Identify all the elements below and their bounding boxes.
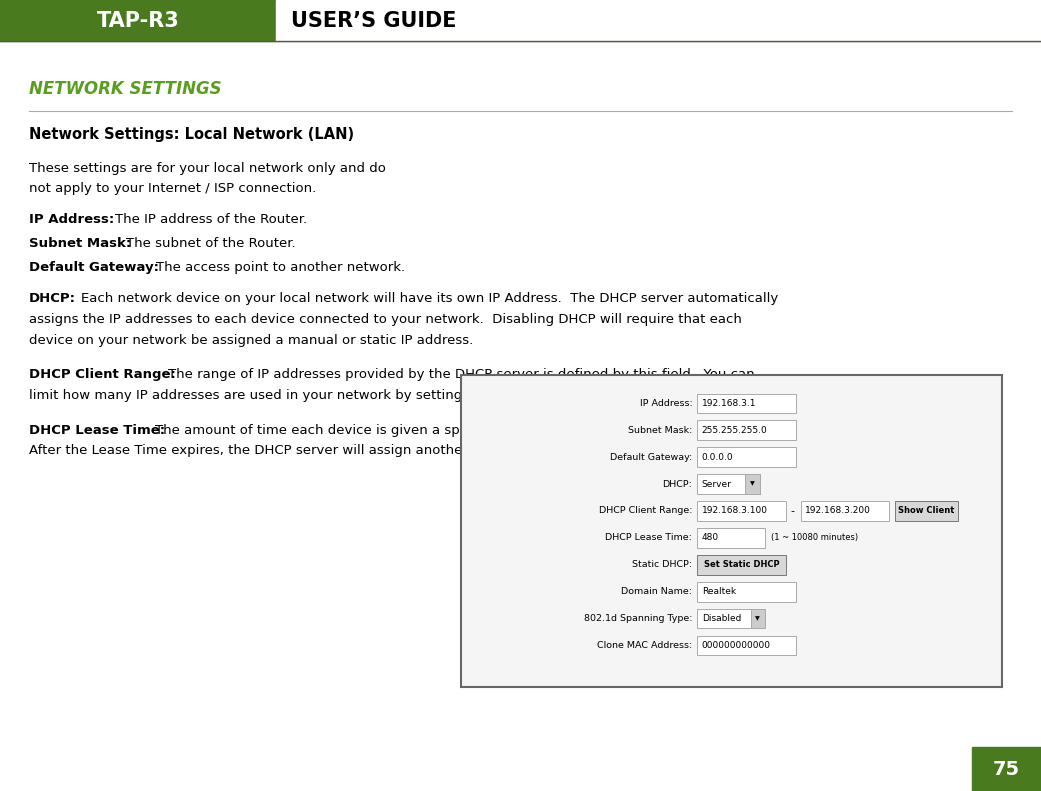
Text: 255.255.255.0: 255.255.255.0 [702, 426, 767, 435]
Text: After the Lease Time expires, the DHCP server will assign another IP address to : After the Lease Time expires, the DHCP s… [29, 445, 637, 457]
Text: The IP address of the Router.: The IP address of the Router. [115, 214, 307, 226]
Bar [697, 555, 786, 574]
Bar [697, 528, 765, 547]
Text: Subnet Mask:: Subnet Mask: [628, 426, 692, 435]
Text: Domain Name:: Domain Name: [621, 587, 692, 596]
Text: The amount of time each device is given a specific IP is decided by the DHCP lea: The amount of time each device is given … [155, 424, 750, 437]
Text: Network Settings: Local Network (LAN): Network Settings: Local Network (LAN) [29, 127, 354, 142]
Bar [697, 609, 765, 628]
Text: Each network device on your local network will have its own IP Address.  The DHC: Each network device on your local networ… [81, 293, 779, 305]
Text: These settings are for your local network only and do: These settings are for your local networ… [29, 162, 386, 175]
Bar [697, 501, 786, 521]
Text: 192.168.3.100: 192.168.3.100 [702, 506, 767, 516]
Text: Show Client: Show Client [898, 506, 955, 516]
Bar [0, 0, 1041, 41]
Text: ▼: ▼ [756, 616, 760, 621]
Text: DHCP Client Range:: DHCP Client Range: [29, 369, 176, 381]
Text: The access point to another network.: The access point to another network. [156, 261, 405, 274]
Text: ▼: ▼ [751, 482, 755, 486]
Text: Default Gateway:: Default Gateway: [29, 261, 159, 274]
Bar [697, 394, 796, 413]
Text: (1 ~ 10080 minutes): (1 ~ 10080 minutes) [771, 533, 859, 543]
Text: Clone MAC Address:: Clone MAC Address: [598, 641, 692, 650]
Bar [745, 474, 760, 494]
Text: device on your network be assigned a manual or static IP address.: device on your network be assigned a man… [29, 334, 474, 346]
Text: 192.168.3.1: 192.168.3.1 [702, 399, 756, 408]
Text: TAP-R3: TAP-R3 [97, 10, 179, 31]
Text: Subnet Mask:: Subnet Mask: [29, 237, 131, 250]
Text: Set Static DHCP: Set Static DHCP [704, 560, 780, 570]
Bar [697, 447, 796, 467]
Text: DHCP Lease Time:: DHCP Lease Time: [29, 424, 166, 437]
Text: Server: Server [702, 479, 732, 489]
Text: -: - [790, 506, 794, 516]
Text: DHCP:: DHCP: [29, 293, 76, 305]
Bar [697, 636, 796, 655]
Text: limit how many IP addresses are used in your network by setting a smaller or lar: limit how many IP addresses are used in … [29, 389, 637, 402]
Text: Disabled: Disabled [702, 614, 741, 623]
Text: 75: 75 [993, 759, 1020, 779]
Text: IP Address:: IP Address: [29, 214, 115, 226]
Text: 000000000000: 000000000000 [702, 641, 770, 650]
Text: Static DHCP:: Static DHCP: [632, 560, 692, 570]
Bar [461, 375, 1002, 687]
Bar [801, 501, 889, 521]
Text: The subnet of the Router.: The subnet of the Router. [126, 237, 296, 250]
Bar [751, 609, 765, 628]
Bar [697, 474, 760, 494]
Text: assigns the IP addresses to each device connected to your network.  Disabling DH: assigns the IP addresses to each device … [29, 313, 742, 326]
Text: 802.1d Spanning Type:: 802.1d Spanning Type: [584, 614, 692, 623]
Text: Default Gateway:: Default Gateway: [610, 452, 692, 462]
Text: 480: 480 [702, 533, 718, 543]
Text: Realtek: Realtek [702, 587, 736, 596]
Bar [697, 420, 796, 440]
Bar [276, 0, 1041, 41]
Text: not apply to your Internet / ISP connection.: not apply to your Internet / ISP connect… [29, 182, 316, 195]
Text: NETWORK SETTINGS: NETWORK SETTINGS [29, 80, 222, 97]
Text: The range of IP addresses provided by the DHCP server is defined by this field. : The range of IP addresses provided by th… [168, 369, 755, 381]
Text: IP Address:: IP Address: [639, 399, 692, 408]
Text: DHCP Client Range:: DHCP Client Range: [599, 506, 692, 516]
Bar [697, 582, 796, 601]
Bar [895, 501, 958, 521]
Text: 0.0.0.0: 0.0.0.0 [702, 452, 733, 462]
Text: DHCP:: DHCP: [662, 479, 692, 489]
Bar [972, 747, 1041, 791]
Text: 192.168.3.200: 192.168.3.200 [805, 506, 870, 516]
Text: USER’S GUIDE: USER’S GUIDE [291, 10, 457, 31]
Text: DHCP Lease Time:: DHCP Lease Time: [606, 533, 692, 543]
